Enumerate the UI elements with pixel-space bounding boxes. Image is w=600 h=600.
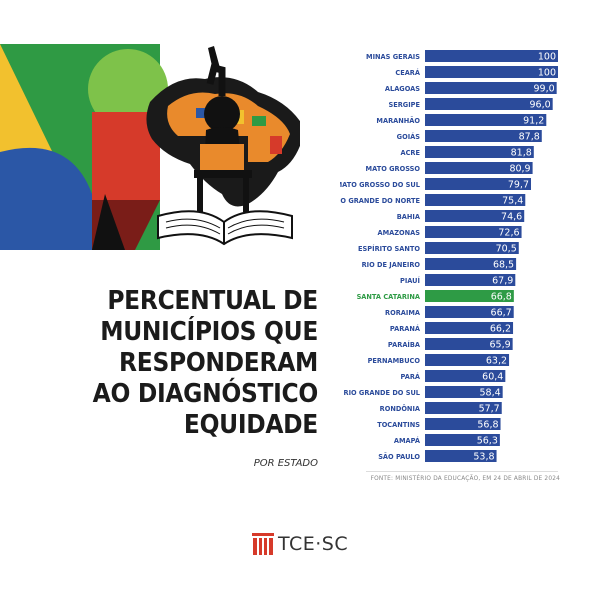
bar — [425, 130, 542, 142]
headline-line: EQUIDADE — [183, 410, 318, 440]
category-label: ACRE — [400, 149, 420, 157]
value-label: 80,9 — [509, 164, 530, 175]
value-label: 66,7 — [491, 308, 512, 319]
value-label: 53,8 — [473, 452, 494, 463]
category-label: PARANÁ — [390, 324, 421, 333]
bar — [425, 50, 558, 62]
bar — [425, 210, 525, 222]
bar — [425, 194, 526, 206]
category-label: MATO GROSSO — [366, 165, 421, 173]
value-label: 100 — [538, 52, 556, 63]
value-label: 87,8 — [519, 132, 540, 143]
category-label: CEARÁ — [395, 68, 421, 77]
category-label: RIO DE JANEIRO — [362, 261, 421, 269]
value-label: 56,8 — [477, 420, 498, 431]
bar — [425, 418, 501, 430]
value-label: 99,0 — [534, 84, 555, 95]
category-label: PIAUÍ — [400, 276, 421, 285]
category-label: PERNAMBUCO — [368, 357, 421, 365]
category-label: PARÁ — [400, 372, 420, 381]
bar — [425, 82, 557, 94]
value-label: 81,8 — [511, 148, 532, 159]
category-label: RORAIMA — [385, 309, 421, 317]
category-label: GOIÁS — [397, 132, 421, 141]
value-label: 100 — [538, 68, 556, 79]
bar — [425, 290, 514, 302]
decorative-illustration — [0, 44, 300, 250]
bar — [425, 66, 558, 78]
child-reading-map-icon — [146, 46, 300, 246]
value-label: 74,6 — [501, 212, 522, 223]
value-label: 58,4 — [480, 388, 501, 399]
headline-line: PERCENTUAL DE — [107, 286, 318, 316]
bar — [425, 258, 517, 270]
bar — [425, 98, 553, 110]
headline-subtitle: POR ESTADO — [253, 458, 318, 469]
value-label: 65,9 — [489, 340, 510, 351]
bar — [425, 274, 516, 286]
value-label: 67,9 — [492, 276, 513, 287]
category-label: SERGIPE — [388, 101, 420, 109]
headline-line: RESPONDERAM — [119, 348, 318, 378]
category-label: RIO GRANDE DO NORTE — [340, 197, 420, 205]
bar — [425, 450, 497, 462]
value-label: 79,7 — [508, 180, 529, 191]
category-label: SANTA CATARINA — [357, 293, 421, 301]
headline: PERCENTUAL DE MUNICÍPIOS QUE RESPONDERAM… — [68, 286, 319, 441]
bar-chart: MINAS GERAIS 100 CEARÁ 100 ALAGOAS 99,0 SERGIP… — [340, 50, 558, 463]
color-blocks-icon — [0, 44, 168, 250]
bar — [425, 146, 534, 158]
tce-sc-logo: TCE·SC — [252, 531, 348, 557]
value-label: 96,0 — [530, 100, 551, 111]
bar — [425, 402, 502, 414]
value-label: 57,7 — [479, 404, 500, 415]
category-label: MATO GROSSO DO SUL — [340, 181, 421, 189]
category-label: MINAS GERAIS — [366, 53, 420, 61]
value-label: 63,2 — [486, 356, 507, 367]
value-label: 70,5 — [496, 244, 517, 255]
bar — [425, 354, 510, 366]
value-label: 68,5 — [493, 260, 514, 271]
category-label: MARANHÃO — [376, 116, 420, 125]
category-label: ALAGOAS — [385, 85, 420, 93]
bar — [425, 322, 514, 334]
bar — [425, 178, 532, 190]
bar — [425, 338, 513, 350]
bar — [425, 226, 522, 238]
bar — [425, 434, 500, 446]
value-label: 56,3 — [477, 436, 498, 447]
category-label: BAHIA — [397, 213, 421, 221]
source-note: FONTE: MINISTÉRIO DA EDUCAÇÃO, EM 24 DE … — [370, 476, 560, 482]
value-label: 72,6 — [498, 228, 519, 239]
bar — [425, 162, 533, 174]
value-label: 66,2 — [490, 324, 511, 335]
category-label: SÃO PAULO — [378, 452, 420, 461]
logo-text: TCE·SC — [278, 533, 349, 555]
bar — [425, 242, 519, 254]
source-divider — [366, 471, 558, 472]
value-label: 91,2 — [523, 116, 544, 127]
category-label: PARAÍBA — [388, 340, 421, 349]
bar — [425, 386, 503, 398]
value-label: 60,4 — [482, 372, 503, 383]
category-label: TOCANTINS — [377, 421, 420, 429]
category-label: AMAZONAS — [377, 229, 420, 237]
category-label: RONDÔNIA — [380, 404, 421, 413]
category-label: ESPÍRITO SANTO — [358, 244, 420, 253]
tce-columns-icon — [252, 533, 274, 555]
headline-line: AO DIAGNÓSTICO — [92, 379, 319, 409]
value-label: 75,4 — [502, 196, 523, 207]
category-label: AMAPÁ — [394, 436, 421, 445]
bar — [425, 370, 506, 382]
category-label: RIO GRANDE DO SUL — [344, 389, 421, 397]
headline-line: MUNICÍPIOS QUE — [100, 317, 318, 347]
bar — [425, 114, 547, 126]
value-label: 66,8 — [491, 292, 512, 303]
bar — [425, 306, 514, 318]
